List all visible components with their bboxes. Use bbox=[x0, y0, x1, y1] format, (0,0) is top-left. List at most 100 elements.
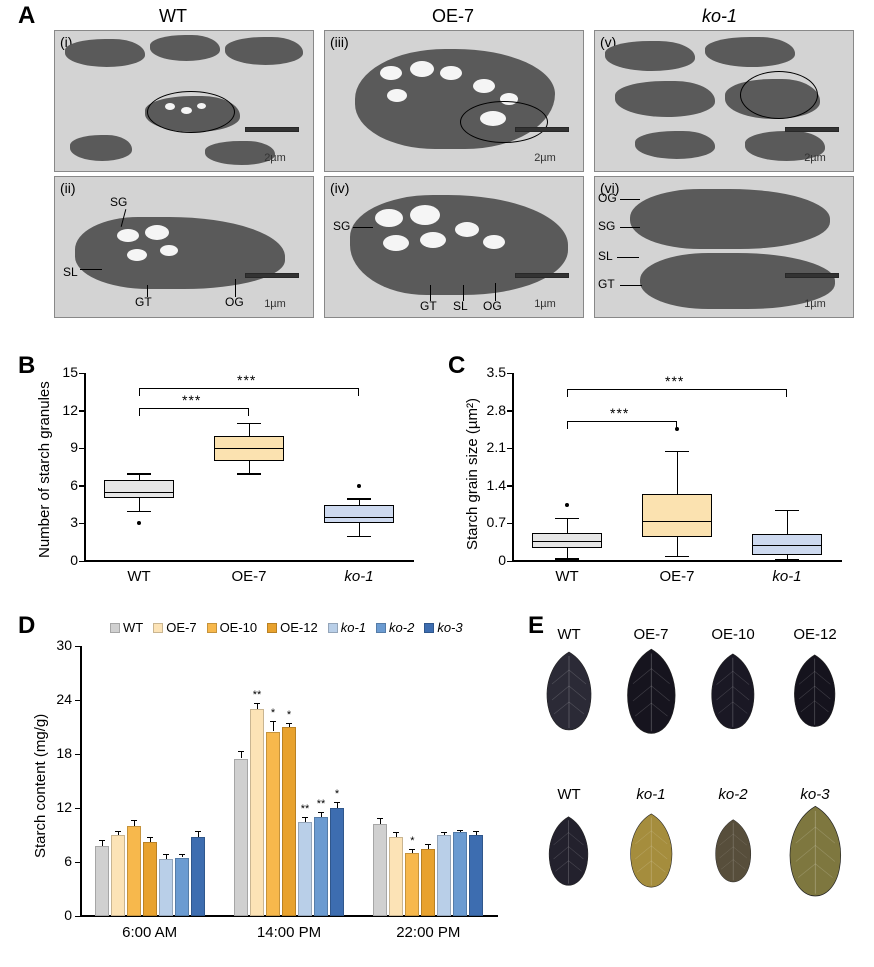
legend-item: ko-2 bbox=[376, 620, 414, 635]
legend-item: WT bbox=[110, 620, 143, 635]
error-cap bbox=[377, 818, 383, 819]
leaf-image bbox=[705, 652, 761, 731]
ytick bbox=[507, 561, 513, 563]
leaf-label: WT bbox=[534, 626, 604, 643]
legend-item: ko-3 bbox=[424, 620, 462, 635]
legend-swatch bbox=[328, 623, 338, 633]
xtick-label: ko-1 bbox=[747, 568, 827, 585]
error-cap bbox=[409, 849, 415, 850]
error-cap bbox=[425, 844, 431, 845]
error-cap bbox=[131, 820, 137, 821]
micrograph-v: (v) 2µm bbox=[594, 30, 854, 172]
xtick-label: 22:00 PM bbox=[373, 924, 483, 941]
outlier bbox=[565, 503, 569, 507]
error-cap bbox=[163, 854, 169, 855]
panel-e-leaves: WT OE-7 OE-10 OE-12 WT ko-1 bbox=[530, 618, 860, 948]
xtick-label: WT bbox=[99, 568, 179, 585]
bar bbox=[111, 835, 125, 916]
roman-iii: (iii) bbox=[330, 34, 349, 50]
xtick-label: WT bbox=[527, 568, 607, 585]
legend-swatch bbox=[376, 623, 386, 633]
whisker bbox=[139, 498, 140, 511]
leaf-label: WT bbox=[534, 786, 604, 803]
whisker-cap bbox=[555, 558, 579, 559]
whisker-cap bbox=[347, 536, 371, 537]
leaf-image bbox=[624, 812, 679, 889]
leaf-label: ko-2 bbox=[698, 786, 768, 803]
xtick-label: 14:00 PM bbox=[234, 924, 344, 941]
whisker-cap bbox=[237, 423, 261, 424]
ytick-label: 24 bbox=[32, 691, 72, 707]
bar bbox=[159, 859, 173, 916]
legend-label: OE-7 bbox=[166, 620, 196, 635]
legend-label: ko-2 bbox=[389, 620, 414, 635]
panel-d-barchart: WTOE-7OE-10OE-12ko-1ko-2ko-3 Starch cont… bbox=[20, 618, 510, 948]
annot-sg-wt: SG bbox=[110, 195, 127, 209]
scalebar-ii: 1µm bbox=[245, 298, 305, 311]
sig-marker: ** bbox=[248, 689, 266, 701]
ytick bbox=[75, 862, 81, 864]
ytick-label: 9 bbox=[38, 439, 78, 455]
leaf-image bbox=[543, 815, 594, 887]
legend-item: OE-7 bbox=[153, 620, 196, 635]
median-line bbox=[324, 517, 394, 518]
panel-a-col-ko1: ko-1 bbox=[702, 6, 737, 27]
legend-item: ko-1 bbox=[328, 620, 366, 635]
bar bbox=[234, 759, 248, 917]
legend-swatch bbox=[207, 623, 217, 633]
ytick bbox=[75, 916, 81, 918]
error-cap bbox=[302, 817, 308, 818]
panel-b-boxplot: Number of starch granules 03691215WTOE-7… bbox=[30, 368, 428, 593]
ytick bbox=[75, 808, 81, 810]
whisker bbox=[787, 510, 788, 534]
leaf-image bbox=[788, 653, 841, 728]
median-line bbox=[214, 448, 284, 449]
scalebar-vi: 1µm bbox=[785, 298, 845, 311]
box bbox=[642, 494, 712, 537]
error-bar bbox=[241, 751, 242, 758]
whisker-cap bbox=[775, 510, 799, 511]
roman-ii: (ii) bbox=[60, 180, 76, 196]
panel-a: WT OE-7 ko-1 (i) 2µm (iii) bbox=[54, 8, 862, 318]
bar bbox=[143, 842, 157, 916]
micrograph-i: (i) 2µm bbox=[54, 30, 314, 172]
annot-gt-ko: GT bbox=[598, 277, 615, 291]
xtick-label: ko-1 bbox=[319, 568, 399, 585]
legend-item: OE-10 bbox=[207, 620, 258, 635]
sig-text: *** bbox=[610, 405, 629, 421]
scalebar-iv: 1µm bbox=[515, 298, 575, 311]
micrograph-iii: (iii) 2µm bbox=[324, 30, 584, 172]
ytick bbox=[79, 373, 85, 375]
sig-bracket bbox=[567, 389, 787, 397]
bar bbox=[298, 822, 312, 917]
leaf-label: ko-1 bbox=[616, 786, 686, 803]
legend-swatch bbox=[267, 623, 277, 633]
scalebar-iii: 2µm bbox=[515, 152, 575, 165]
panel-d-axis-y bbox=[80, 646, 82, 916]
bar bbox=[314, 817, 328, 916]
ytick-label: 2.1 bbox=[466, 439, 506, 455]
error-cap bbox=[270, 721, 276, 722]
error-cap bbox=[195, 831, 201, 832]
micrograph-vi: (vi) OG SG SL GT 1µm bbox=[594, 176, 854, 318]
box bbox=[324, 505, 394, 524]
figure: A B C D E WT OE-7 ko-1 (i) 2µm (iii) bbox=[0, 0, 874, 967]
bar bbox=[191, 837, 205, 916]
ytick bbox=[507, 373, 513, 375]
sig-marker: * bbox=[280, 709, 298, 721]
panel-d-ylabel: Starch content (mg/g) bbox=[32, 714, 49, 858]
ytick-label: 0 bbox=[38, 552, 78, 568]
outlier bbox=[357, 484, 361, 488]
whisker bbox=[359, 523, 360, 536]
annot-og-ko: OG bbox=[598, 191, 617, 205]
error-cap bbox=[441, 832, 447, 833]
error-cap bbox=[238, 751, 244, 752]
ytick bbox=[79, 448, 85, 450]
median-line bbox=[532, 541, 602, 542]
bar bbox=[266, 732, 280, 917]
bar bbox=[421, 849, 435, 917]
whisker-cap bbox=[127, 511, 151, 512]
panel-b-axis-y bbox=[84, 373, 86, 561]
legend-label: ko-1 bbox=[341, 620, 366, 635]
leaf-image bbox=[540, 650, 598, 732]
